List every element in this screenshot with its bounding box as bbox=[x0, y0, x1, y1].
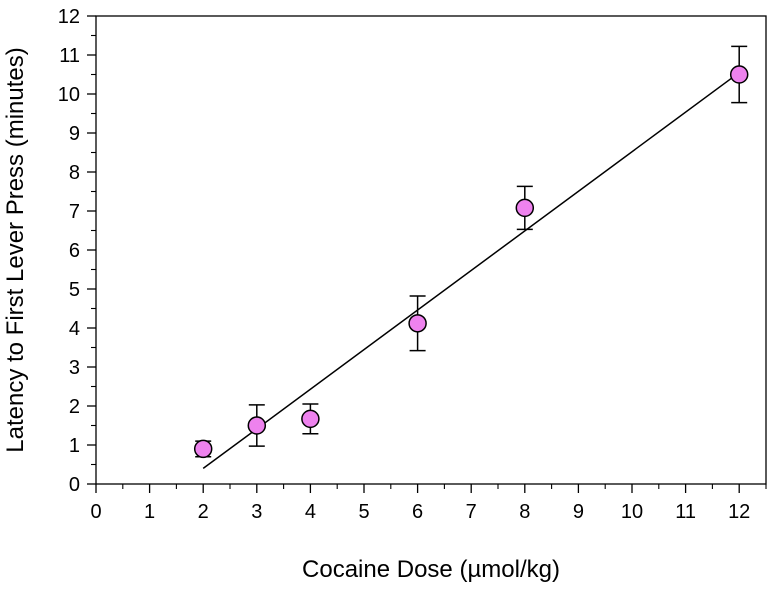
y-tick-label: 10 bbox=[58, 84, 80, 106]
data-point bbox=[301, 409, 320, 429]
x-tick-label: 2 bbox=[198, 501, 209, 523]
y-tick-label: 11 bbox=[59, 45, 80, 67]
y-tick-label: 7 bbox=[69, 201, 80, 223]
data-points bbox=[193, 65, 749, 459]
fit-line-group bbox=[202, 71, 740, 470]
x-tick-label: 9 bbox=[573, 501, 584, 523]
data-point bbox=[515, 198, 535, 218]
y-tick-label: 8 bbox=[69, 162, 80, 184]
x-tick-label: 3 bbox=[251, 501, 262, 523]
data-point bbox=[408, 314, 427, 333]
y-tick-label: 0 bbox=[69, 474, 80, 496]
y-tick-label: 3 bbox=[69, 357, 80, 379]
x-tick-label: 0 bbox=[90, 501, 101, 523]
x-tick-label: 12 bbox=[728, 501, 750, 523]
y-tick-label: 12 bbox=[58, 6, 80, 28]
x-tick-label: 4 bbox=[305, 501, 316, 523]
y-tick-label: 6 bbox=[69, 240, 80, 262]
x-axis-title: Cocaine Dose (µmol/kg) bbox=[302, 556, 560, 583]
x-tick-label: 5 bbox=[358, 501, 369, 523]
plot-frame bbox=[95, 15, 767, 485]
error-bars bbox=[195, 45, 748, 458]
x-tick-label: 7 bbox=[466, 501, 477, 523]
y-tick-label: 4 bbox=[69, 318, 80, 340]
plot-border bbox=[95, 15, 767, 485]
x-axis-ticks: 0 1 2 3 4 5 6 7 8 9 10 11 12 bbox=[90, 484, 767, 523]
y-tick-label: 2 bbox=[69, 396, 80, 418]
x-tick-label: 6 bbox=[412, 501, 423, 523]
fit-line bbox=[202, 71, 740, 470]
x-tick-label: 1 bbox=[144, 501, 155, 523]
y-tick-label: 9 bbox=[69, 123, 80, 145]
x-tick-label: 11 bbox=[675, 501, 696, 523]
data-point bbox=[729, 65, 749, 84]
y-tick-label: 1 bbox=[69, 435, 80, 457]
x-tick-label: 8 bbox=[519, 501, 530, 523]
x-tick-label: 10 bbox=[621, 501, 643, 523]
data-point bbox=[247, 416, 267, 435]
y-axis-title: Latency to First Lever Press (minutes) bbox=[2, 47, 29, 452]
data-point bbox=[193, 439, 213, 459]
y-tick-label: 5 bbox=[69, 279, 80, 301]
